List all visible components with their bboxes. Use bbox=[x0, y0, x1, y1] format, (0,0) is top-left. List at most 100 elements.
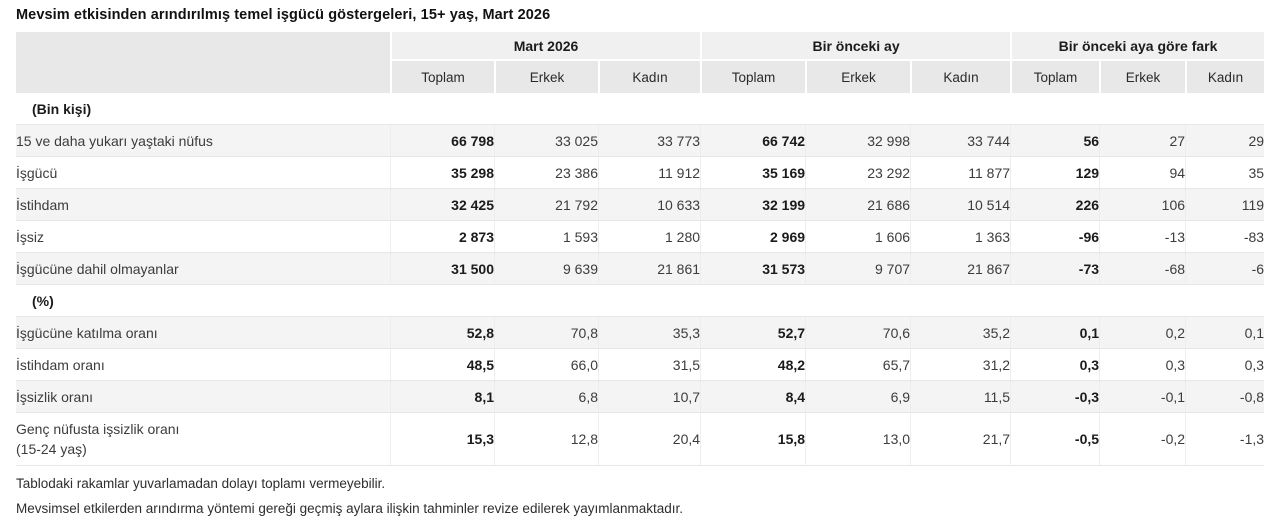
cell: -68 bbox=[1099, 253, 1186, 285]
cell: 0,1 bbox=[1010, 317, 1100, 349]
cell: 8,1 bbox=[390, 381, 494, 413]
cell: 9 707 bbox=[805, 253, 911, 285]
cell: 226 bbox=[1010, 189, 1100, 221]
cell: 32 998 bbox=[805, 125, 911, 157]
page-title: Mevsim etkisinden arındırılmış temel işg… bbox=[16, 7, 551, 23]
cell: 27 bbox=[1099, 125, 1186, 157]
col-group-diff: Bir önceki aya göre fark bbox=[1010, 32, 1265, 61]
cell: 66,0 bbox=[494, 349, 598, 381]
cell: 70,6 bbox=[805, 317, 911, 349]
table-row: İşsiz 2 873 1 593 1 280 2 969 1 606 1 36… bbox=[16, 221, 1265, 253]
row-label: İşgücü bbox=[16, 157, 390, 189]
cell: -0,3 bbox=[1010, 381, 1100, 413]
corner-cell bbox=[16, 32, 390, 93]
cell: -0,8 bbox=[1185, 381, 1265, 413]
section-header-percent: (%) bbox=[16, 285, 1265, 317]
cell: 15,8 bbox=[700, 413, 806, 466]
cell: 94 bbox=[1099, 157, 1186, 189]
cell: 0,3 bbox=[1185, 349, 1265, 381]
cell: 65,7 bbox=[805, 349, 911, 381]
col-header-erkek: Erkek bbox=[494, 61, 598, 93]
page: Mevsim etkisinden arındırılmış temel işg… bbox=[16, 7, 1265, 516]
cell: -13 bbox=[1099, 221, 1186, 253]
footnote-rounding: Tablodaki rakamlar yuvarlamadan dolayı t… bbox=[16, 476, 386, 491]
cell: 1 363 bbox=[910, 221, 1011, 253]
cell: -73 bbox=[1010, 253, 1100, 285]
cell: 23 292 bbox=[805, 157, 911, 189]
header-sub-row: Toplam Erkek Kadın Toplam Erkek Kadın To… bbox=[16, 61, 1265, 93]
col-header-kadin: Kadın bbox=[598, 61, 701, 93]
cell: -1,3 bbox=[1185, 413, 1265, 466]
row-label-line1: Genç nüfusta işsizlik oranı bbox=[16, 421, 180, 437]
cell: 70,8 bbox=[494, 317, 598, 349]
row-label: Genç nüfusta işsizlik oranı (15-24 yaş) bbox=[16, 413, 390, 466]
cell: 33 773 bbox=[598, 125, 701, 157]
col-header-erkek: Erkek bbox=[1099, 61, 1186, 93]
row-label-line2: (15-24 yaş) bbox=[16, 441, 87, 457]
cell: 21 686 bbox=[805, 189, 911, 221]
cell: 21 792 bbox=[494, 189, 598, 221]
cell: 48,5 bbox=[390, 349, 494, 381]
cell: 31 500 bbox=[390, 253, 494, 285]
cell: 10,7 bbox=[598, 381, 701, 413]
cell: 11 912 bbox=[598, 157, 701, 189]
cell: 35,3 bbox=[598, 317, 701, 349]
cell: 35 bbox=[1185, 157, 1265, 189]
cell: 10 514 bbox=[910, 189, 1011, 221]
row-label: İşsiz bbox=[16, 221, 390, 253]
header-group-row: Mart 2026 Bir önceki ay Bir önceki aya g… bbox=[16, 32, 1265, 93]
cell: 0,3 bbox=[1099, 349, 1186, 381]
section-header-bin-kisi: (Bin kişi) bbox=[16, 93, 1265, 125]
table-row: İstihdam 32 425 21 792 10 633 32 199 21 … bbox=[16, 189, 1265, 221]
cell: 106 bbox=[1099, 189, 1186, 221]
table-row: Genç nüfusta işsizlik oranı (15-24 yaş) … bbox=[16, 413, 1265, 466]
cell: 12,8 bbox=[494, 413, 598, 466]
section-title: (%) bbox=[16, 285, 1265, 317]
cell: 56 bbox=[1010, 125, 1100, 157]
cell: 33 025 bbox=[494, 125, 598, 157]
cell: 35,2 bbox=[910, 317, 1011, 349]
row-label: İşgücüne katılma oranı bbox=[16, 317, 390, 349]
cell: 15,3 bbox=[390, 413, 494, 466]
col-header-kadin: Kadın bbox=[1185, 61, 1265, 93]
row-label: İşgücüne dahil olmayanlar bbox=[16, 253, 390, 285]
cell: 66 798 bbox=[390, 125, 494, 157]
cell: 2 873 bbox=[390, 221, 494, 253]
row-label: 15 ve daha yukarı yaştaki nüfus bbox=[16, 125, 390, 157]
cell: 21 861 bbox=[598, 253, 701, 285]
cell: 32 199 bbox=[700, 189, 806, 221]
cell: 29 bbox=[1185, 125, 1265, 157]
cell: 1 606 bbox=[805, 221, 911, 253]
cell: 6,8 bbox=[494, 381, 598, 413]
cell: 13,0 bbox=[805, 413, 911, 466]
cell: 52,7 bbox=[700, 317, 806, 349]
table-row: İşsizlik oranı 8,1 6,8 10,7 8,4 6,9 11,5… bbox=[16, 381, 1265, 413]
cell: 21,7 bbox=[910, 413, 1011, 466]
cell: 31 573 bbox=[700, 253, 806, 285]
cell: -6 bbox=[1185, 253, 1265, 285]
cell: 1 593 bbox=[494, 221, 598, 253]
cell: 66 742 bbox=[700, 125, 806, 157]
cell: 0,1 bbox=[1185, 317, 1265, 349]
col-header-erkek: Erkek bbox=[805, 61, 911, 93]
table-row: İstihdam oranı 48,5 66,0 31,5 48,2 65,7 … bbox=[16, 349, 1265, 381]
cell: 20,4 bbox=[598, 413, 701, 466]
cell: -0,2 bbox=[1099, 413, 1186, 466]
row-label: İstihdam bbox=[16, 189, 390, 221]
cell: 1 280 bbox=[598, 221, 701, 253]
cell: -83 bbox=[1185, 221, 1265, 253]
table-row: İşgücüne dahil olmayanlar 31 500 9 639 2… bbox=[16, 253, 1265, 285]
cell: 129 bbox=[1010, 157, 1100, 189]
cell: 23 386 bbox=[494, 157, 598, 189]
cell: 6,9 bbox=[805, 381, 911, 413]
labour-indicators-table: Mart 2026 Bir önceki ay Bir önceki aya g… bbox=[16, 32, 1265, 466]
col-header-toplam: Toplam bbox=[700, 61, 806, 93]
col-header-toplam: Toplam bbox=[1010, 61, 1100, 93]
col-header-kadin: Kadın bbox=[910, 61, 1011, 93]
cell: -96 bbox=[1010, 221, 1100, 253]
cell: 48,2 bbox=[700, 349, 806, 381]
cell: 31,5 bbox=[598, 349, 701, 381]
cell: 10 633 bbox=[598, 189, 701, 221]
cell: 32 425 bbox=[390, 189, 494, 221]
footnote-revision: Mevsimsel etkilerden arındırma yöntemi g… bbox=[16, 501, 684, 516]
